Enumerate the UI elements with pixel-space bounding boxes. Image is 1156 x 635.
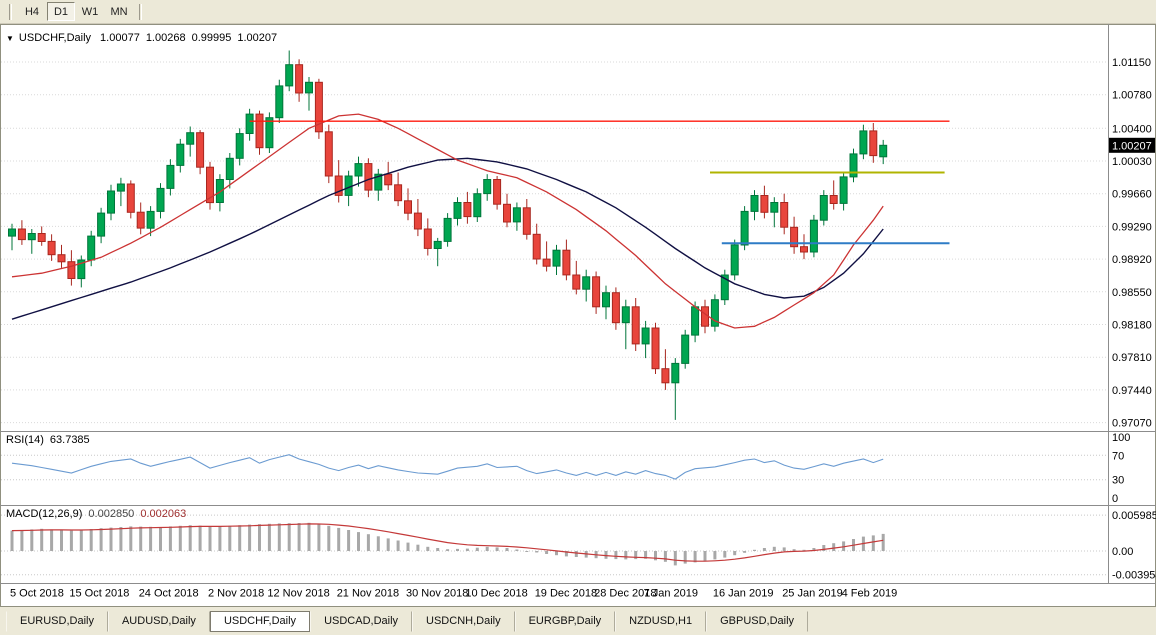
svg-text:0.97810: 0.97810 [1112,352,1152,364]
svg-text:1.00400: 1.00400 [1112,123,1152,135]
tab-eurgbp-daily[interactable]: EURGBP,Daily [514,611,616,632]
date-axis-labels: 5 Oct 2018 15 Oct 2018 24 Oct 2018 2 Nov 20… [10,588,897,600]
svg-text:30 Nov 2018: 30 Nov 2018 [406,588,468,600]
svg-text:21 Nov 2018: 21 Nov 2018 [337,588,399,600]
svg-text:0.005985: 0.005985 [1112,510,1156,522]
svg-text:0.97070: 0.97070 [1112,418,1152,430]
svg-text:0.98920: 0.98920 [1112,254,1152,266]
svg-text:2 Nov 2018: 2 Nov 2018 [208,588,264,600]
svg-text:0.00: 0.00 [1112,546,1133,558]
svg-text:19 Dec 2018: 19 Dec 2018 [535,588,597,600]
svg-text:-0.003954: -0.003954 [1112,570,1156,582]
chart-canvas[interactable]: ▼ USDCHF,Daily 1.00077 1.00268 0.99995 1.0020… [0,24,1156,607]
tab-nzdusd-h1[interactable]: NZDUSD,H1 [615,611,707,632]
tab-audusd-daily[interactable]: AUDUSD,Daily [107,611,210,632]
toolbar-grip[interactable] [139,3,142,20]
svg-text:28 Dec 2018: 28 Dec 2018 [594,588,656,600]
ma-fast-line [11,113,884,329]
svg-text:RSI(14)63.7385: RSI(14) 63.7385 [6,434,90,446]
tab-eurusd-daily[interactable]: EURUSD,Daily [6,611,108,632]
svg-text:25 Jan 2019: 25 Jan 2019 [782,588,843,600]
ma-slow-line [11,157,884,320]
svg-text:1.00780: 1.00780 [1112,90,1152,102]
macd-histogram [10,522,885,566]
svg-text:7 Jan 2019: 7 Jan 2019 [644,588,698,600]
current-price-badge: 1.00207 [1109,137,1155,153]
timeframe-button-d1[interactable]: D1 [47,2,75,21]
timeframe-button-mn[interactable]: MN [105,2,133,21]
tab-gbpusd-daily[interactable]: GBPUSD,Daily [706,611,809,632]
svg-text:0.98550: 0.98550 [1112,287,1152,299]
svg-text:1.00030: 1.00030 [1112,156,1152,168]
svg-text:5 Oct 2018: 5 Oct 2018 [10,588,64,600]
svg-text:100: 100 [1112,432,1130,444]
macd-panel-labels: MACD(12,26,9) 0.002850 0.002063 0.005985 0.0… [6,508,1156,582]
svg-text:0: 0 [1112,493,1118,505]
candles-layer[interactable] [8,50,888,420]
svg-text:12 Nov 2018: 12 Nov 2018 [267,588,329,600]
chart-plot-area[interactable] [0,24,1109,432]
svg-text:10 Dec 2018: 10 Dec 2018 [465,588,527,600]
svg-text:15 Oct 2018: 15 Oct 2018 [69,588,129,600]
svg-text:4 Feb 2019: 4 Feb 2019 [842,588,898,600]
svg-text:30: 30 [1112,475,1124,487]
rsi-panel-labels: RSI(14) 63.7385 100 70 30 0 [6,432,1130,505]
price-axis-labels: 1.01150 1.00780 1.00400 1.00030 0.99660 0.992… [1112,57,1152,430]
svg-text:1.00207: 1.00207 [1112,140,1152,152]
tab-usdcnh-daily[interactable]: USDCNH,Daily [412,611,515,632]
timeframe-toolbar: H4 D1 W1 MN [0,0,1156,24]
svg-text:24 Oct 2018: 24 Oct 2018 [139,588,199,600]
rsi-line [11,454,884,480]
svg-text:0.99660: 0.99660 [1112,189,1152,201]
tab-usdchf-daily[interactable]: USDCHF,Daily [209,611,311,632]
svg-text:16 Jan 2019: 16 Jan 2019 [713,588,774,600]
svg-text:0.97440: 0.97440 [1112,385,1152,397]
timeframe-button-w1[interactable]: W1 [76,2,104,21]
chart-window[interactable]: ▼ USDCHF,Daily 1.00077 1.00268 0.99995 1.0020… [0,24,1156,607]
toolbar-grip[interactable] [9,3,12,20]
svg-text:70: 70 [1112,450,1124,462]
timeframe-button-h4[interactable]: H4 [18,2,46,21]
tab-usdcad-daily[interactable]: USDCAD,Daily [310,611,413,632]
chart-tab-bar: EURUSD,Daily AUDUSD,Daily USDCHF,Daily U… [0,607,1156,635]
svg-text:0.98180: 0.98180 [1112,320,1152,332]
chart-ohlc-header: ▼ USDCHF,Daily 1.00077 1.00268 0.99995 1.0020… [6,32,277,44]
svg-text:1.01150: 1.01150 [1112,57,1151,69]
svg-text:0.99290: 0.99290 [1112,221,1152,233]
macd-signal-line [11,523,884,562]
